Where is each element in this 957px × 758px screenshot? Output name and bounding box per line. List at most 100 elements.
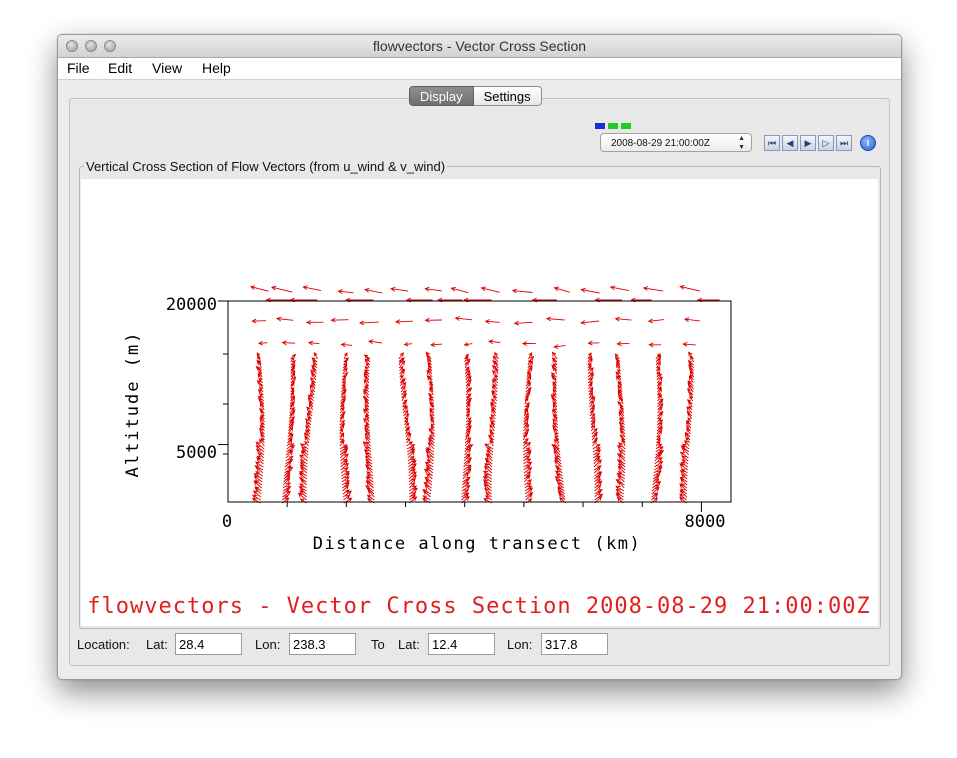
flow-vector (258, 427, 265, 435)
start-lat-input[interactable] (175, 633, 242, 655)
menu-view[interactable]: View (152, 60, 183, 76)
flow-vector (589, 400, 595, 408)
flow-vector (526, 369, 531, 378)
flow-vector (489, 439, 494, 447)
time-select-dropdown[interactable]: 2008-08-29 21:00:00Z ▲ ▼ (600, 133, 752, 152)
flow-vector (270, 285, 293, 293)
flow-vector (587, 367, 594, 375)
flow-vector (592, 439, 597, 447)
flow-vector (290, 359, 296, 366)
flow-vector (282, 490, 292, 498)
rewind-to-start-icon[interactable]: ⏮ (764, 135, 780, 151)
minimize-window-icon[interactable] (85, 40, 97, 52)
flow-vector (405, 426, 410, 435)
to-label: To (371, 637, 385, 652)
flow-vector (341, 377, 346, 384)
end-lat-input[interactable] (428, 633, 495, 655)
flow-vector (310, 389, 315, 396)
step-back-icon[interactable]: ◀ (782, 135, 798, 151)
flow-vector (490, 420, 496, 429)
flow-vector (679, 493, 687, 501)
menu-file[interactable]: File (67, 60, 90, 76)
fast-forward-icon[interactable]: ⏭ (836, 135, 852, 151)
flow-vector (407, 450, 415, 459)
flow-vector (305, 418, 312, 426)
info-icon[interactable]: i (860, 135, 876, 151)
flow-vector (494, 374, 499, 381)
flow-vector (424, 286, 442, 292)
flow-vector (364, 287, 383, 294)
flow-vector (290, 353, 297, 360)
flow-vector (619, 417, 625, 426)
flow-vector (614, 316, 632, 322)
y-axis-label: Altitude (m) (123, 331, 143, 478)
tab-display[interactable]: Display (409, 86, 474, 106)
flow-vector (399, 366, 404, 372)
flow-vector (285, 450, 294, 459)
flow-vector (430, 402, 435, 411)
flow-vector (409, 491, 417, 498)
flow-vector (408, 477, 416, 486)
flow-vector (617, 466, 626, 474)
flow-vector (256, 457, 264, 465)
flow-vector (528, 352, 533, 360)
flow-vector (290, 381, 295, 390)
plot-area[interactable]: 20000 5000 0 8000 Distance along transec… (81, 179, 878, 626)
flow-vector (558, 492, 566, 501)
vector-plot: 20000 5000 0 8000 Distance along transec… (87, 284, 870, 619)
flow-vector (688, 384, 694, 393)
up-down-arrows-icon: ▲ ▼ (738, 135, 745, 151)
flow-vector (309, 403, 314, 411)
start-lon-input[interactable] (289, 633, 356, 655)
flow-vector (366, 494, 375, 501)
flow-vector (553, 286, 570, 293)
flow-vector (489, 429, 495, 435)
zoom-window-icon[interactable] (104, 40, 116, 52)
flow-vector (249, 285, 269, 292)
step-forward-icon[interactable]: ▷ (818, 135, 834, 151)
close-window-icon[interactable] (66, 40, 78, 52)
flow-vector (257, 389, 264, 396)
flow-vector (365, 362, 370, 369)
end-lon-input[interactable] (541, 633, 608, 655)
flow-vector (656, 437, 661, 444)
flow-vector (593, 453, 600, 459)
flow-vector (522, 433, 527, 441)
flow-vector (305, 425, 311, 432)
flow-vector (366, 356, 371, 363)
display-caption: flowvectors - Vector Cross Section 2008-… (87, 594, 870, 619)
flow-vector (428, 364, 433, 372)
flow-vector (464, 439, 471, 447)
flow-vector (621, 438, 626, 447)
flow-vector (615, 375, 622, 384)
menu-help[interactable]: Help (202, 60, 231, 76)
flow-vector (527, 360, 534, 369)
tab-settings[interactable]: Settings (473, 86, 542, 106)
flow-vector (594, 475, 601, 483)
flow-vector (309, 392, 315, 399)
flow-vector (399, 374, 404, 381)
flow-vector (286, 445, 296, 453)
flow-vector (422, 489, 431, 498)
flow-vector (390, 286, 409, 292)
flow-vector (554, 476, 564, 483)
flow-vector (398, 352, 405, 360)
flow-vector (480, 286, 500, 293)
flow-vector (461, 489, 470, 495)
play-icon[interactable]: ▶ (800, 135, 816, 151)
menu-edit[interactable]: Edit (108, 60, 133, 76)
flow-vector (425, 450, 435, 459)
flow-vector (363, 449, 372, 456)
flow-vector (511, 288, 533, 294)
flow-vector (465, 369, 471, 378)
flow-vector (524, 482, 532, 489)
flow-vector (339, 406, 345, 414)
flow-vector (465, 372, 471, 381)
flow-vector (490, 437, 494, 444)
flow-vector (557, 487, 565, 495)
flow-vector (657, 416, 662, 423)
flow-vector (462, 468, 472, 477)
flow-vector (679, 451, 689, 459)
flow-vector (341, 472, 351, 480)
flow-vector (485, 459, 493, 468)
